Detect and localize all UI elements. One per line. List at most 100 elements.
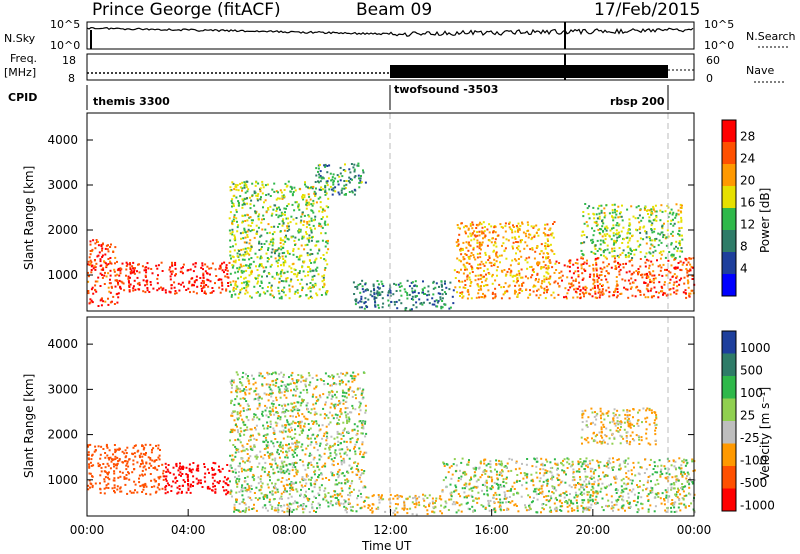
velocity-scatter-cell (287, 447, 290, 450)
power-scatter-cell (114, 246, 117, 249)
velocity-scatter-cell (302, 425, 305, 428)
power-scatter-cell (136, 270, 138, 273)
velocity-scatter-cell (497, 462, 500, 465)
velocity-scatter-cell (285, 483, 288, 486)
velocity-scatter-cell (313, 407, 316, 410)
velocity-scatter-cell (581, 483, 584, 486)
power-scatter-cell (628, 254, 631, 257)
velocity-scatter-cell (336, 414, 339, 417)
power-scatter-cell (593, 217, 596, 220)
velocity-scatter-cell (579, 458, 582, 460)
power-scatter-cell (613, 260, 616, 263)
velocity-scatter-cell (299, 424, 302, 427)
velocity-scatter-cell (361, 391, 364, 394)
velocity-scatter-cell (303, 508, 306, 511)
velocity-scatter-cell (316, 462, 319, 465)
velocity-scatter-cell (211, 489, 213, 492)
velocity-scatter-cell (238, 412, 241, 415)
velocity-scatter-cell (142, 453, 145, 456)
power-scatter-cell (377, 304, 380, 307)
velocity-scatter-cell (107, 476, 109, 479)
power-scatter-cell (393, 303, 396, 306)
power-scatter-cell (282, 264, 285, 267)
power-scatter-cell (94, 242, 97, 245)
velocity-scatter-cell (689, 479, 692, 482)
velocity-scatter-cell (343, 427, 346, 430)
velocity-scatter-cell (362, 453, 365, 456)
power-scatter-cell (551, 232, 554, 235)
power-scatter-cell (91, 286, 94, 289)
power-scatter-cell (268, 243, 271, 246)
power-scatter-cell (118, 279, 121, 282)
velocity-scatter-cell (149, 493, 152, 496)
power-scatter-cell (321, 176, 324, 179)
velocity-scatter-cell (115, 467, 118, 470)
velocity-scatter-cell (253, 413, 256, 416)
power-scatter-cell (686, 271, 689, 274)
power-scatter-cell (331, 176, 334, 179)
velocity-scatter-cell (261, 414, 264, 417)
power-scatter-cell (478, 230, 481, 233)
power-scatter-cell (596, 279, 599, 281)
power-scatter-cell (249, 271, 252, 274)
power-scatter-cell (298, 256, 301, 259)
velocity-scatter-cell (308, 488, 310, 490)
power-scatter-cell (613, 242, 616, 245)
velocity-scatter-cell (343, 474, 346, 477)
power-scatter-cell (648, 219, 651, 222)
velocity-scatter-cell (272, 400, 275, 402)
power-scatter-cell (496, 256, 499, 259)
velocity-scatter-cell (229, 439, 231, 442)
power-scatter-cell (242, 199, 245, 202)
velocity-scatter-cell (119, 487, 122, 490)
power-scatter-cell (363, 302, 366, 305)
power-scatter-cell (214, 268, 217, 271)
power-scatter-cell (601, 268, 604, 271)
velocity-scatter-cell (218, 465, 220, 468)
velocity-scatter-cell (273, 471, 276, 474)
power-scatter-cell (655, 237, 658, 240)
velocity-scatter-cell (190, 483, 192, 486)
velocity-scatter-cell (330, 500, 333, 503)
velocity-scatter-cell (139, 456, 141, 459)
velocity-scatter-cell (328, 393, 331, 396)
velocity-scatter-cell (137, 449, 140, 452)
velocity-scatter-cell (275, 509, 278, 512)
power-scatter-cell (305, 199, 308, 202)
velocity-scatter-cell (88, 479, 91, 482)
power-scatter-cell (602, 239, 605, 242)
power-scatter-cell (284, 213, 286, 216)
power-scatter-cell (517, 258, 520, 260)
power-scatter-cell (295, 222, 298, 225)
velocity-scatter-cell (162, 472, 165, 475)
velocity-scatter-cell (349, 449, 351, 452)
power-scatter-cell (639, 226, 642, 229)
power-scatter-cell (459, 227, 461, 230)
velocity-scatter-cell (285, 408, 288, 411)
velocity-scatter-cell (520, 495, 523, 498)
power-scatter-cell (237, 224, 240, 227)
power-scatter-cell (327, 239, 329, 242)
velocity-scatter-cell (284, 410, 287, 413)
power-scatter-cell (293, 292, 296, 295)
velocity-scatter-cell (357, 373, 360, 376)
velocity-scatter-cell (244, 373, 247, 376)
velocity-scatter-cell (322, 393, 325, 396)
power-scatter-cell (281, 289, 284, 291)
power-scatter-cell (603, 241, 606, 244)
power-scatter-cell (471, 221, 474, 224)
power-scatter-cell (477, 274, 480, 277)
velocity-scatter-cell (301, 398, 304, 401)
velocity-scatter-cell (324, 465, 327, 468)
velocity-scatter-cell (108, 458, 111, 461)
power-scatter-cell (426, 294, 429, 297)
velocity-scatter-cell (340, 442, 342, 445)
power-scatter-cell (266, 260, 269, 263)
power-scatter-cell (319, 201, 322, 204)
power-scatter-cell (602, 251, 605, 254)
velocity-scatter-cell (363, 505, 366, 508)
power-scatter-cell (256, 199, 259, 202)
power-scatter-cell (650, 211, 653, 214)
power-scatter-cell (659, 250, 662, 253)
